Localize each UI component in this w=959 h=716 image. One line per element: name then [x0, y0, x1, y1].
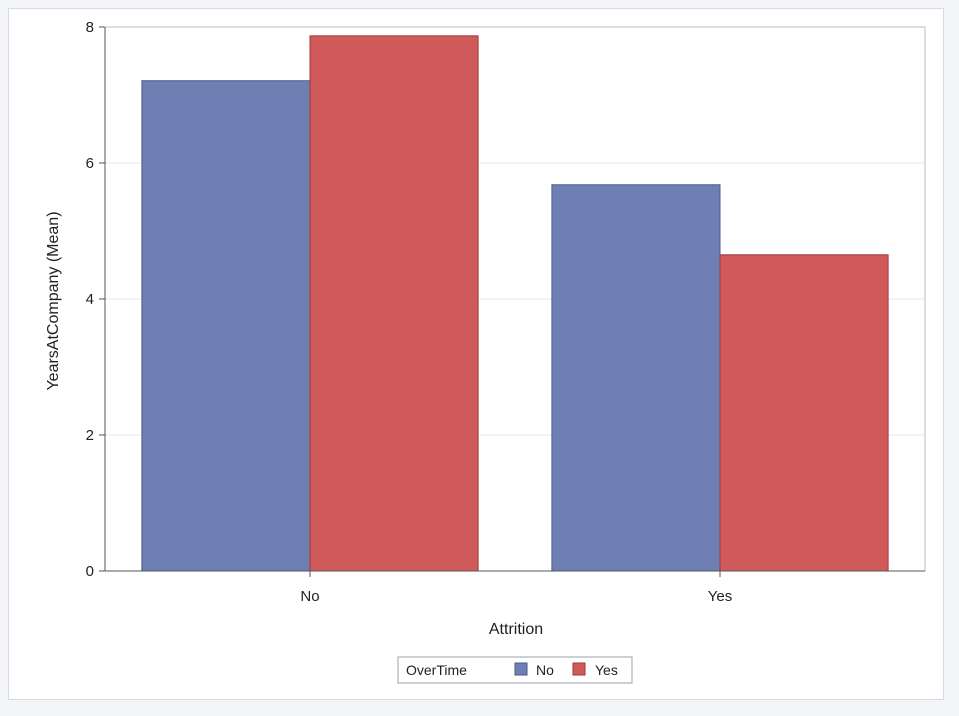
legend-title: OverTime — [406, 662, 467, 678]
legend-label-yes: Yes — [595, 662, 618, 678]
x-axis-label: Attrition — [489, 621, 543, 638]
legend-swatch-yes — [572, 662, 586, 676]
y-tick-label-1: 2 — [86, 427, 94, 444]
bar-yes-no — [551, 184, 721, 572]
y-axis-label: YearsAtCompany (Mean) — [45, 211, 62, 390]
legend-label-no: No — [536, 662, 554, 678]
legend: OverTime No Yes — [397, 656, 633, 684]
bar-no-no — [141, 80, 311, 572]
bars — [141, 35, 889, 572]
y-tick-label-3: 6 — [86, 155, 94, 172]
legend-swatch-no — [514, 662, 528, 676]
x-tick-label-0: No — [300, 588, 319, 605]
x-tick-label-1: Yes — [708, 588, 732, 605]
y-tick-label-2: 4 — [86, 291, 94, 308]
axes — [99, 26, 926, 577]
y-tick-label-0: 0 — [86, 563, 94, 580]
tick-labels: 0 2 4 6 8 No Yes — [86, 19, 733, 605]
y-tick-label-4: 8 — [86, 19, 94, 36]
bar-no-yes — [309, 35, 479, 572]
bar-yes-yes — [719, 254, 889, 572]
